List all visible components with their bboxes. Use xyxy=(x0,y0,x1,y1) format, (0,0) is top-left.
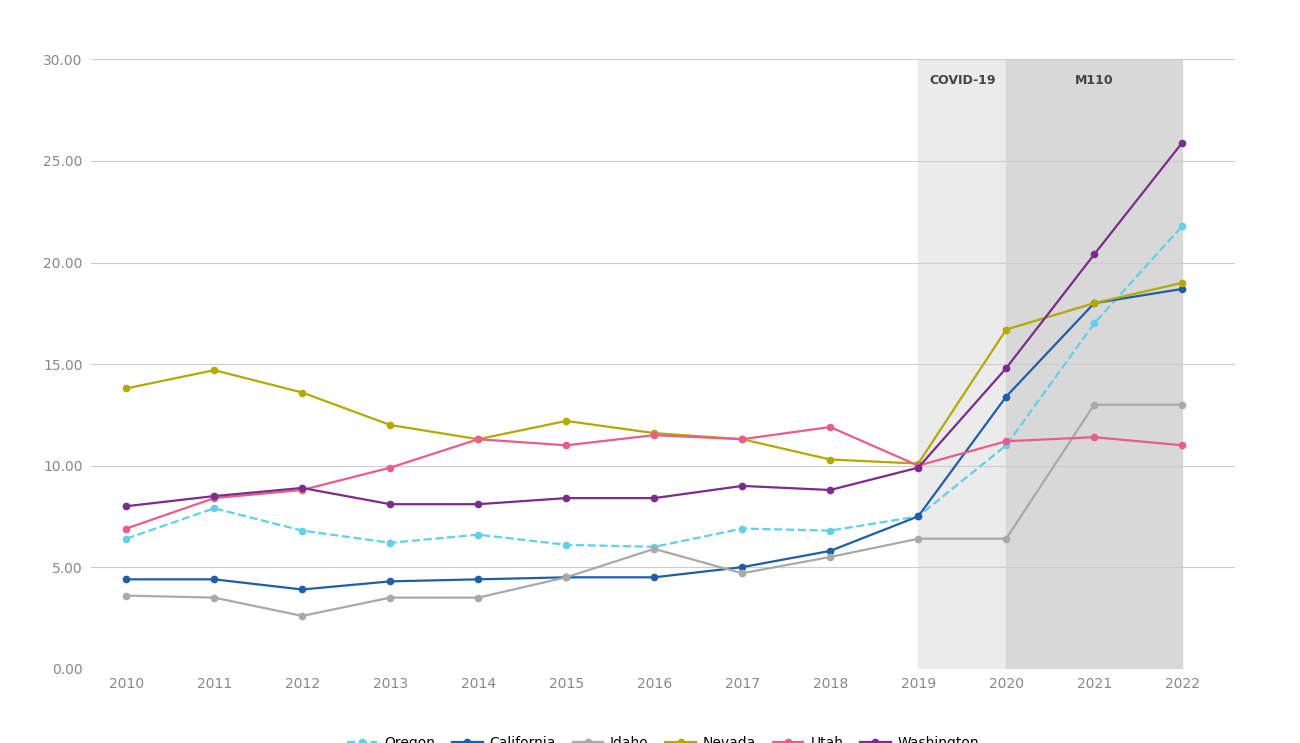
Text: M110: M110 xyxy=(1075,74,1114,87)
Legend: Oregon, California, Idaho, Nevada, Utah, Washington: Oregon, California, Idaho, Nevada, Utah,… xyxy=(342,730,984,743)
Text: COVID-19: COVID-19 xyxy=(930,74,996,87)
Bar xyxy=(918,59,1006,669)
Bar xyxy=(1006,59,1182,669)
